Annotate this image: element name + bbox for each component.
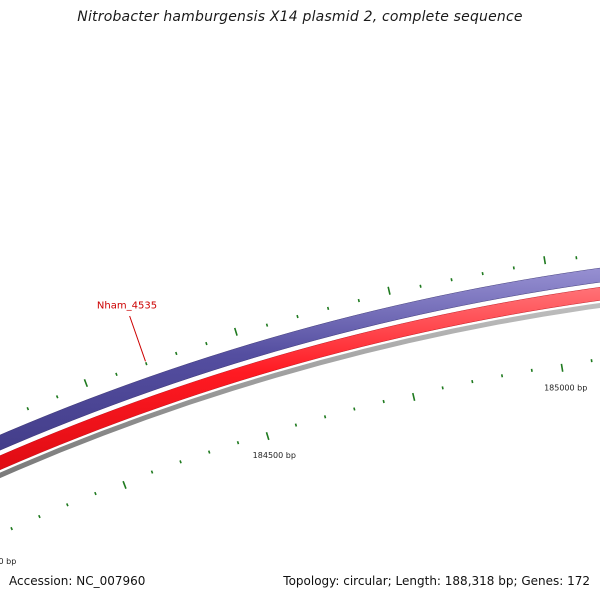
tick-mark — [10, 526, 13, 531]
tick-mark — [115, 372, 118, 376]
tick-mark — [265, 323, 269, 327]
tick-mark — [387, 286, 391, 295]
tick-mark — [205, 341, 208, 346]
position-label: 184000 bp — [0, 557, 16, 566]
accession-text: Accession: NC_007960 — [9, 574, 146, 588]
tick-mark — [543, 256, 547, 265]
tick-mark — [26, 406, 30, 411]
tick-mark — [265, 431, 270, 441]
map-title: Nitrobacter hamburgensis X14 plasmid 2, … — [77, 9, 523, 25]
tick-mark — [150, 470, 154, 474]
tick-mark — [294, 423, 298, 427]
tick-mark — [441, 386, 444, 390]
tick-mark — [481, 271, 484, 276]
tick-mark — [512, 266, 515, 270]
tick-mark — [323, 415, 327, 419]
gene-g4535[interactable] — [0, 262, 600, 527]
tick-mark — [353, 407, 356, 411]
tick-mark — [326, 306, 330, 310]
tick-mark — [66, 503, 69, 507]
tick-mark — [382, 399, 385, 404]
tick-mark — [419, 284, 422, 288]
tick-mark — [38, 514, 41, 519]
position-label: 185000 bp — [544, 384, 587, 393]
tick-mark — [179, 460, 182, 464]
tick-mark — [55, 395, 59, 399]
tick-mark — [357, 298, 360, 303]
tick-mark — [450, 278, 453, 282]
gene-label[interactable]: Nham_4535 — [97, 300, 157, 311]
tick-mark — [471, 379, 474, 384]
position-label: 184500 bp — [253, 451, 296, 460]
tick-mark — [83, 379, 89, 388]
genome-stats-text: Topology: circular; Length: 188,318 bp; … — [283, 574, 590, 588]
tick-mark — [207, 450, 211, 454]
gene-g4535f[interactable] — [0, 281, 600, 543]
tick-mark — [296, 314, 299, 319]
tick-mark — [412, 392, 416, 402]
tick-mark — [94, 491, 97, 496]
gene-label-leader — [129, 315, 146, 362]
tick-mark — [236, 441, 240, 445]
tick-mark — [560, 363, 564, 372]
tick-mark — [530, 368, 533, 372]
tick-mark — [500, 374, 504, 378]
tick-mark — [145, 361, 148, 366]
tick-mark — [233, 327, 238, 336]
tick-mark — [122, 480, 127, 489]
tick-mark — [175, 351, 178, 356]
